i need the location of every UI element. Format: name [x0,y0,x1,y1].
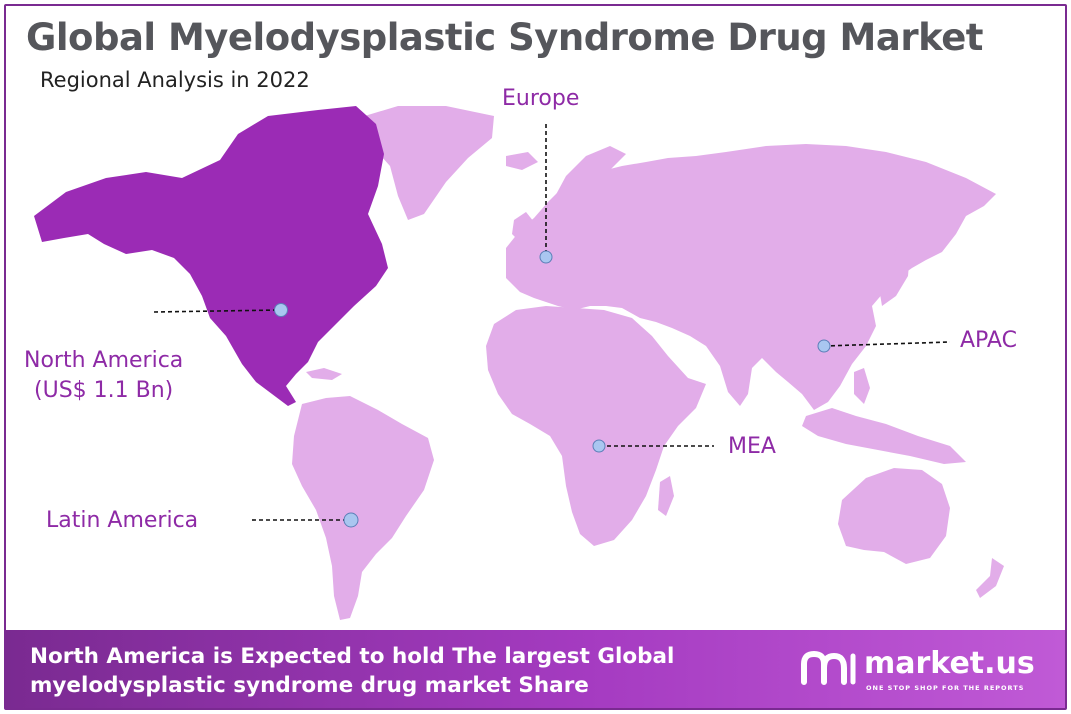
new-zealand-shape [976,558,1004,598]
mea-label: MEA [728,434,776,459]
brand-tagline: ONE STOP SHOP FOR THE REPORTS [866,684,1025,692]
europe-marker [539,250,553,264]
caribbean-shape [306,368,342,380]
scandinavia-shape [552,146,626,212]
north-america-shape [34,106,388,406]
uk-shape [512,212,534,242]
north-america-label: North America (US$ 1.1 Bn) [24,346,183,406]
southeast-asia-islands-shape [802,408,966,464]
footer-line-2: myelodysplastic syndrome drug market Sha… [30,673,589,698]
australia-shape [838,468,950,564]
europe-label: Europe [502,86,580,111]
world-map [34,106,1004,620]
page-subtitle: Regional Analysis in 2022 [40,68,310,92]
madagascar-shape [658,476,674,516]
iceland-shape [506,152,538,170]
philippines-shape [854,368,870,404]
apac-marker [817,339,831,353]
south-america-shape [292,396,434,620]
north-america-value: (US$ 1.1 Bn) [34,378,174,403]
latin-america-label: Latin America [46,508,199,533]
footer-line-1: North America is Expected to hold The la… [30,644,675,669]
mea-marker [592,439,606,453]
market-us-logo-icon [801,650,856,685]
infographic-frame: Global Myelodysplastic Syndrome Drug Mar… [4,4,1067,710]
footer-banner: North America is Expected to hold The la… [6,630,1065,708]
north-america-marker [274,303,288,317]
footer-text: North America is Expected to hold The la… [30,642,730,700]
north-america-name: North America [24,348,184,373]
page-title: Global Myelodysplastic Syndrome Drug Mar… [26,16,983,59]
brand-name: market.us [864,646,1035,681]
greenland-shape [358,106,494,220]
north-america-leader-line [153,309,281,313]
africa-shape [486,306,706,546]
japan-shape [880,242,910,306]
brand-logo: market.us ONE STOP SHOP FOR THE REPORTS [796,646,1046,704]
apac-leader-line [823,341,951,347]
latin-america-marker [343,512,359,528]
eurasia-shape [506,144,996,410]
apac-label: APAC [960,328,1017,353]
